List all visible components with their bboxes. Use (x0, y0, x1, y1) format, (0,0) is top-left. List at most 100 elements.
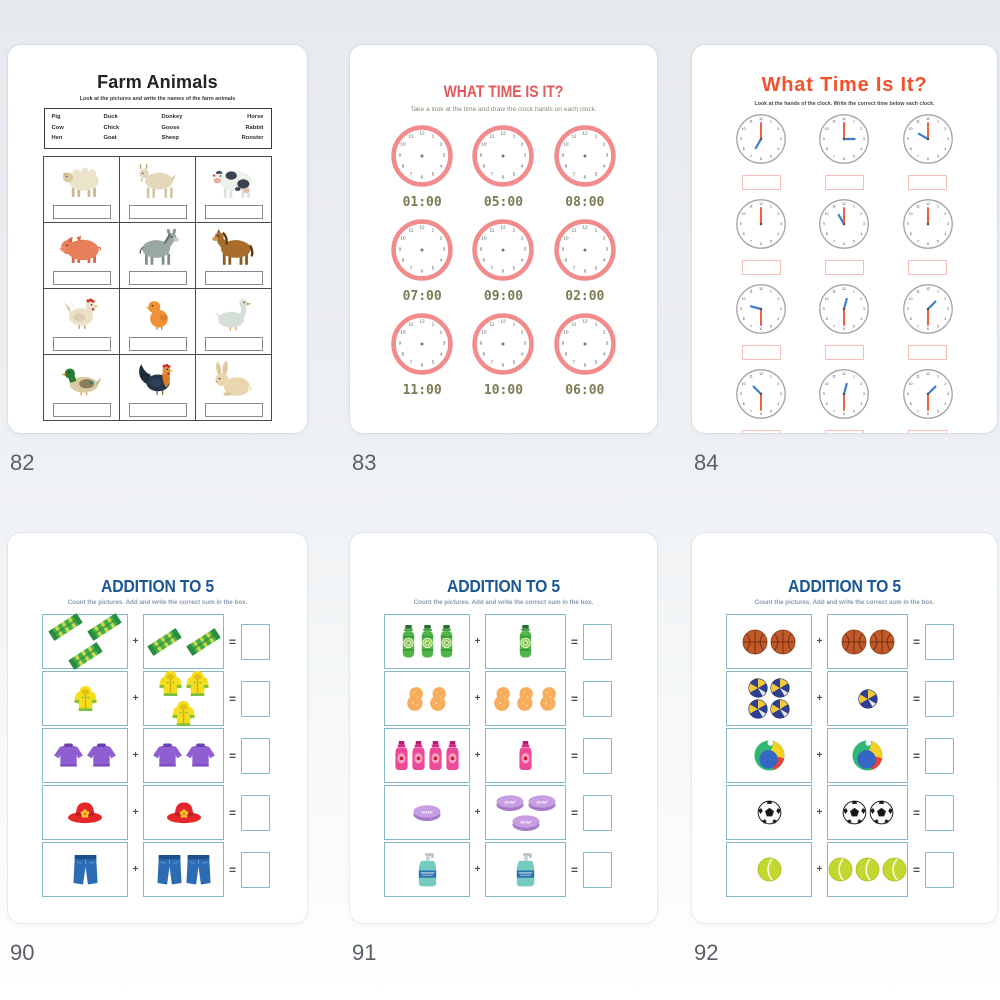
clock-exercise: 1 2 3 4 5 6 7 8 9 10 11 12 05:00 (470, 123, 536, 210)
svg-text:4: 4 (603, 163, 606, 169)
svg-text:2: 2 (778, 127, 780, 131)
equals-sign: = (912, 805, 920, 820)
svg-text:10: 10 (742, 382, 746, 386)
svg-text:12: 12 (843, 117, 847, 121)
worksheet-thumbnail-addition-clothes[interactable]: ADDITION TO 5 Count the pictures. Add an… (8, 533, 307, 923)
time-answer-box (741, 345, 781, 360)
worksheet-thumbnail-what-time-read[interactable]: What Time Is It? Look at the hands of th… (692, 45, 997, 433)
sum-answer-box (583, 851, 612, 888)
sum-answer-box (241, 680, 270, 717)
page-number: 83 (352, 450, 377, 475)
svg-text:1: 1 (937, 120, 939, 124)
svg-text:5: 5 (770, 239, 772, 243)
time-answer-box (824, 260, 864, 275)
equals-sign: = (912, 691, 920, 706)
svg-text:9: 9 (480, 152, 483, 158)
svg-text:4: 4 (861, 317, 863, 321)
clock-exercise: 1 2 3 4 5 6 7 8 9 10 11 12 (735, 198, 787, 275)
svg-text:1: 1 (432, 321, 435, 327)
svg-text:6: 6 (927, 157, 929, 161)
worksheet-thumbnail-what-time-draw[interactable]: WHAT TIME IS IT? Take a look at the time… (350, 45, 657, 433)
svg-text:5: 5 (513, 359, 516, 365)
sum-answer-box (925, 680, 954, 717)
soap-icon: SOAP (527, 793, 557, 812)
svg-text:6: 6 (927, 242, 929, 246)
svg-text:7: 7 (750, 239, 752, 243)
sum-answer-box (583, 623, 612, 660)
addend-box-right (485, 614, 566, 669)
svg-text:3: 3 (780, 392, 782, 396)
svg-text:10: 10 (563, 235, 569, 241)
clock-exercise: 1 2 3 4 5 6 7 8 9 10 11 12 (818, 283, 870, 360)
animal-cell-duck (43, 353, 120, 421)
page-number: 91 (352, 940, 377, 965)
svg-text:5: 5 (432, 359, 435, 365)
soap-icon: SOAP (412, 803, 442, 822)
sum-answer-box (241, 737, 270, 774)
equals-sign: = (228, 805, 236, 820)
svg-text:3: 3 (605, 152, 608, 158)
worksheet-thumbnail-farm-animals[interactable]: Farm Animals Look at the pictures and wr… (8, 45, 307, 433)
addend-box-right (143, 728, 224, 783)
svg-text:9: 9 (399, 152, 402, 158)
svg-text:10: 10 (742, 212, 746, 216)
equals-sign: = (228, 862, 236, 877)
addend-box-left (42, 728, 128, 783)
svg-text:3: 3 (864, 222, 866, 226)
time-label: 08:00 (565, 194, 605, 210)
word-bank-entry: Donkey (161, 114, 183, 120)
worksheet-thumbnail-addition-balls[interactable]: ADDITION TO 5 Count the pictures. Add an… (692, 533, 997, 923)
clock-grid: 1 2 3 4 5 6 7 8 9 10 11 12 1 2 3 4 5 6 7 8 9 10 11 12 1 2 3 4 5 6 7 8 9 1… (720, 113, 970, 433)
svg-text:10: 10 (825, 127, 829, 131)
sum-answer-box (583, 737, 612, 774)
addend-box-right (827, 671, 908, 726)
svg-text:6: 6 (760, 242, 762, 246)
addition-row-basketball: + = (726, 613, 997, 670)
svg-text:9: 9 (740, 307, 742, 311)
volleyball-icon (770, 678, 790, 698)
addition-rows: + = + = + = + = + = (42, 613, 307, 898)
sponge-icon (515, 685, 536, 712)
svg-text:1: 1 (513, 321, 516, 327)
name-write-box (128, 336, 187, 351)
worksheet-subtitle: Take a look at the time and draw the clo… (410, 106, 597, 113)
svg-text:1: 1 (513, 227, 516, 233)
name-write-box (52, 336, 111, 351)
dispenser-icon (513, 852, 538, 887)
svg-text:9: 9 (907, 307, 909, 311)
addend-box-right (143, 785, 224, 840)
svg-text:10: 10 (563, 329, 569, 335)
svg-text:7: 7 (491, 171, 494, 177)
svg-text:1: 1 (937, 375, 939, 379)
shampoo-icon (394, 740, 409, 771)
addend-box-right (485, 671, 566, 726)
svg-text:5: 5 (937, 154, 939, 158)
clock-exercise: 1 2 3 4 5 6 7 8 9 10 11 12 02:00 (552, 217, 618, 304)
addend-box-right (485, 728, 566, 783)
svg-text:7: 7 (750, 409, 752, 413)
svg-text:7: 7 (410, 265, 413, 271)
worksheet-thumbnail-addition-toiletries[interactable]: ADDITION TO 5 Count the pictures. Add an… (350, 533, 657, 923)
addend-box-right (143, 842, 224, 897)
raincoat-icon (171, 699, 196, 728)
svg-text:9: 9 (824, 392, 826, 396)
equals-sign: = (912, 748, 920, 763)
svg-text:9: 9 (907, 222, 909, 226)
sponge-icon (492, 685, 513, 712)
svg-text:4: 4 (861, 147, 863, 151)
animal-cell-chick (119, 287, 196, 355)
name-write-box (204, 204, 263, 219)
svg-text:4: 4 (778, 147, 780, 151)
svg-text:3: 3 (605, 246, 608, 252)
word-bank-entry: Pig (51, 114, 61, 120)
time-label: 02:00 (565, 288, 605, 304)
svg-text:6: 6 (583, 268, 586, 274)
sum-answer-box (241, 851, 270, 888)
svg-text:11: 11 (749, 205, 753, 209)
plus-sign: + (474, 750, 481, 761)
svg-text:8: 8 (826, 147, 828, 151)
